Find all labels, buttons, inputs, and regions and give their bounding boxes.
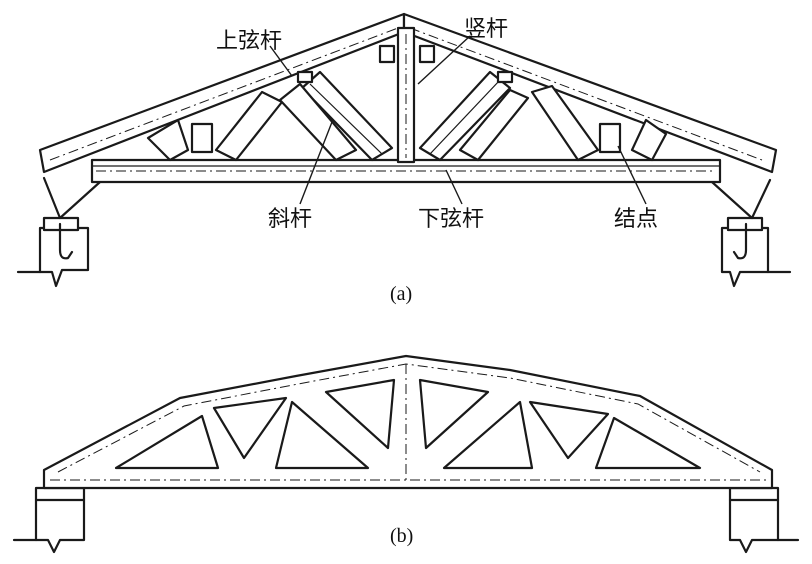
- leader-bottom-chord: [445, 169, 463, 205]
- leader-diagonal-member: [299, 121, 333, 205]
- leader-vertical-member: [417, 35, 471, 85]
- label-diagonal-member: 斜杆: [268, 206, 312, 231]
- top-chord-right-a: [402, 12, 778, 174]
- diagonals-right-a: [418, 70, 668, 162]
- label-top-chord: 上弦杆: [216, 28, 282, 53]
- truss-a: 上弦杆 竖杆 斜杆 下弦杆 结点 (a): [16, 12, 792, 305]
- left-support-b: [12, 486, 86, 554]
- leader-top-chord: [269, 45, 293, 77]
- arched-truss-outline-b: [42, 354, 774, 490]
- label-joint: 结点: [614, 206, 658, 231]
- truss-openings-b: [114, 378, 702, 470]
- left-support-a: [16, 176, 102, 288]
- caption-b: (b): [390, 525, 413, 547]
- bottom-chord-a: [90, 158, 722, 184]
- right-support-a: [710, 178, 792, 288]
- diagonals-left-a: [146, 70, 394, 162]
- truss-b: (b): [12, 354, 800, 554]
- joints-a: [190, 44, 622, 154]
- caption-a: (a): [390, 283, 412, 305]
- label-vertical-member: 竖杆: [464, 16, 508, 41]
- vertical-member-a: [396, 26, 416, 164]
- leader-joint: [617, 145, 647, 205]
- right-support-b: [728, 486, 800, 554]
- label-bottom-chord: 下弦杆: [418, 206, 484, 231]
